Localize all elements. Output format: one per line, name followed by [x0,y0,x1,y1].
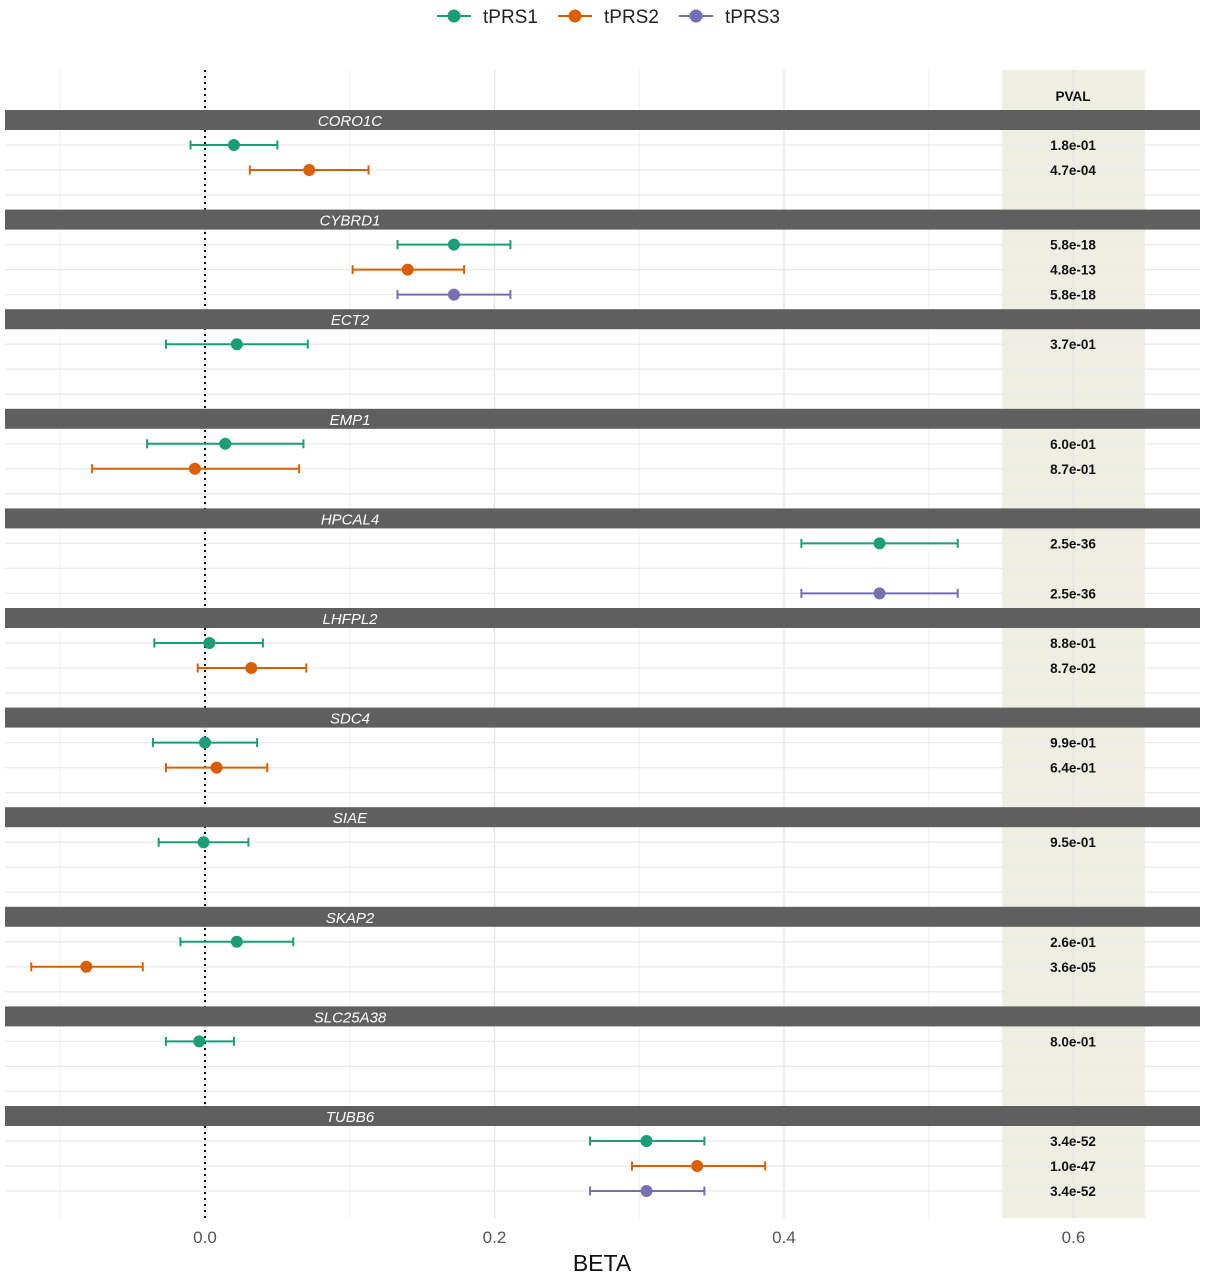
gene-strip [5,906,1200,927]
pval-label: 3.6e-05 [1050,960,1096,975]
gene-strip-label: HPCAL4 [321,511,379,528]
pval-label: 6.4e-01 [1050,761,1096,776]
gene-strip-label: SLC25A38 [314,1009,387,1026]
estimate-point [873,587,886,600]
pval-label: 1.8e-01 [1050,138,1096,153]
gene-strip [5,707,1200,728]
estimate-point [219,437,232,450]
gene-strip [5,1106,1200,1126]
pval-label: 3.7e-01 [1050,337,1096,352]
estimate-point [640,1135,653,1147]
pval-label: 9.5e-01 [1050,835,1096,850]
pval-label: 2.5e-36 [1050,586,1096,601]
gene-strip-label: SIAE [333,810,368,827]
gene-strip-label: CORO1C [318,113,382,130]
gene-strip [5,608,1200,628]
pval-label: 8.7e-02 [1050,661,1096,676]
legend-item-tprs3: tPRS3 [679,7,780,28]
pval-label: 6.0e-01 [1050,437,1096,452]
estimate-point [80,960,93,973]
x-axis-title: BETA [573,1250,632,1276]
gene-strip-label: CYBRD1 [320,213,381,230]
pval-label: 5.8e-18 [1050,288,1096,303]
estimate-point [203,637,216,649]
gene-strip [5,408,1200,429]
estimate-point [447,288,460,301]
estimate-point [193,1035,206,1048]
plot-area: 0.0 0.2 0.4 0.6 PVAL CORO1C 1.8e-01 4.7e-04 CYBR… [5,70,1200,1247]
legend-label-tprs3: tPRS3 [725,7,780,28]
legend-label-tprs2: tPRS2 [604,7,659,28]
estimate-point [303,164,316,176]
estimate-point [447,238,460,251]
legend-item-tprs1: tPRS1 [437,7,538,28]
gene-strip [5,209,1200,230]
pval-label: 8.0e-01 [1050,1034,1096,1049]
estimate-point [199,736,211,749]
pval-label: 3.4e-52 [1050,1184,1096,1199]
pval-column-header: PVAL [1055,89,1090,104]
gene-strip [5,807,1200,828]
gene-strip [5,110,1200,130]
pval-label: 5.8e-18 [1050,238,1096,253]
x-tick-label: 0.0 [193,1228,217,1247]
x-tick-label: 0.6 [1062,1228,1086,1247]
pval-label: 3.4e-52 [1050,1134,1096,1149]
gene-strip [5,1006,1200,1027]
pval-label: 4.7e-04 [1050,163,1096,178]
x-tick-label: 0.4 [772,1228,796,1247]
estimate-point [245,662,258,674]
estimate-point [210,761,223,774]
pval-label: 8.7e-01 [1050,462,1096,477]
pval-label: 2.5e-36 [1050,536,1096,551]
estimate-point [197,836,210,849]
gene-strip-label: LHFPL2 [322,611,378,628]
pval-label: 2.6e-01 [1050,935,1096,950]
gene-strip-label: TUBB6 [326,1109,375,1126]
gene-strip [5,309,1200,330]
gene-strip-label: EMP1 [330,412,371,429]
pval-label: 1.0e-47 [1050,1159,1096,1174]
estimate-point [640,1185,653,1197]
estimate-point [227,139,240,151]
gene-strip-label: SDC4 [330,711,370,728]
legend: tPRS1 tPRS2 tPRS3 [437,7,780,28]
pval-label: 8.8e-01 [1050,636,1096,651]
legend-label-tprs1: tPRS1 [483,7,538,28]
legend-item-tprs2: tPRS2 [558,7,659,28]
gene-strip [5,508,1200,529]
estimate-point [873,537,886,550]
estimate-point [691,1160,704,1172]
pval-label: 4.8e-13 [1050,263,1096,278]
estimate-point [230,935,243,948]
estimate-point [230,338,243,351]
estimate-point [401,263,414,276]
gene-strip-label: SKAP2 [326,910,375,927]
gene-strip-label: ECT2 [331,312,370,329]
estimate-point [188,462,201,475]
pval-label: 9.9e-01 [1050,736,1096,751]
x-tick-label: 0.2 [483,1228,507,1247]
